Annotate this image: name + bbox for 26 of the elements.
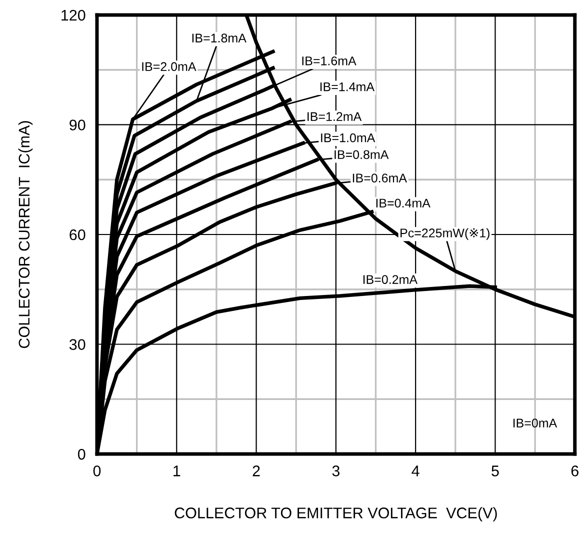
series-label: IB=0.4mA: [376, 198, 430, 208]
series-label: IB=1.0mA: [321, 133, 376, 142]
x-tick-label: 4: [412, 466, 420, 476]
x-tick-label: 5: [492, 466, 499, 476]
y-tick-label: 90: [70, 120, 86, 130]
x-tick-label: 6: [571, 466, 578, 476]
y-tick-label: 60: [70, 229, 86, 240]
series-label: IB=1.2mA: [308, 112, 362, 121]
text: IB=1.4mA: [320, 82, 375, 92]
x-tick-label: 1: [174, 466, 180, 476]
text: IB=1.6mA: [302, 56, 356, 66]
x-axis-title: COLLECTOR TO EMITTER VOLTAGE VCE(V): [174, 507, 497, 522]
annotation: IB=0mA: [513, 418, 558, 428]
series-label: IB=0.6mA: [352, 174, 408, 182]
series-label: Pc=225mW(※1): [400, 228, 490, 240]
y-tick-label: 0: [78, 448, 86, 460]
x-tick-label: 3: [332, 466, 340, 476]
y-tick-label: 120: [62, 10, 86, 21]
series-label: IB=2.0mA: [142, 62, 196, 72]
series-label: IB=0.2mA: [363, 275, 418, 284]
x-tick-label: 0: [93, 466, 101, 476]
series-label: IB=0.8mA: [334, 150, 389, 160]
y-axis-title: COLLECTOR CURRENT IC(mA): [18, 121, 33, 348]
y-tick-label: 30: [69, 339, 86, 350]
x-tick-label: 2: [252, 466, 260, 476]
text: IB=1.8mA: [192, 34, 246, 42]
